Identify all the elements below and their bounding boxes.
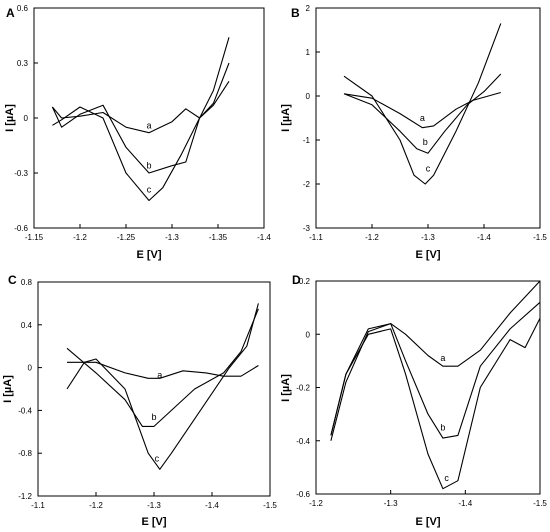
panel-a-xticks: -1.15 -1.2 -1.25 -1.3 -1.35 -1.4 [25,224,271,242]
x-tick-label: -1.5 [533,233,547,242]
panel-c-curves: a b c [66,303,259,470]
panel-d-curves: a b c [330,280,541,490]
series-label-b: b [440,422,445,432]
x-tick-label: -1.3 [165,233,179,242]
panel-a: A I [µA] E [V] -1.15 -1.2 -1.25 -1.3 -1.35 -1… [4,4,271,261]
series-label-b: b [151,412,156,422]
panel-d-frame [315,280,541,495]
series-label-c: c [444,473,449,483]
y-tick-label: 0.8 [21,278,33,287]
x-tick-label: -1.15 [25,233,44,242]
y-tick-label: 0 [28,364,33,373]
y-tick-label: 2 [306,4,311,13]
panel-c-ylabel: I [µA] [2,375,14,403]
panel-d: D I [µA] E [V] -1.2 -1.3 -1.4 -1.5 -0.6 -0.4… [280,273,547,528]
x-tick-label: -1.1 [309,233,323,242]
series-label-c: c [155,454,160,464]
series-label-a: a [440,353,445,363]
series-line-b [330,301,541,441]
x-tick-label: -1.4 [458,499,472,508]
panel-d-xlabel: E [V] [415,516,440,528]
y-tick-label: 0 [306,92,311,101]
panel-c-xlabel: E [V] [141,516,166,528]
series-line-b [66,308,259,427]
x-tick-label: -1.2 [309,499,323,508]
x-tick-label: -1.5 [263,501,277,510]
y-tick-label: 0.2 [299,277,311,286]
panel-b-xlabel: E [V] [415,249,440,261]
y-tick-label: -2 [303,180,311,189]
y-tick-label: -1 [303,136,311,145]
y-tick-label: -0.4 [296,437,310,446]
series-label-a: a [146,120,151,130]
series-label-a: a [157,370,162,380]
y-tick-label: -0.6 [14,224,28,233]
y-tick-label: 0.4 [21,321,33,330]
y-tick-label: -1.2 [18,492,32,501]
panel-b-curves: a b c [343,23,502,185]
panel-d-label: D [292,273,301,287]
y-tick-label: -3 [303,224,311,233]
panel-c-yticks: -1.2 -0.8 -0.4 0 0.4 0.8 [18,278,42,501]
y-tick-label: -0.6 [296,490,310,499]
x-tick-label: -1.5 [533,499,547,508]
x-tick-label: -1.35 [209,233,228,242]
panel-d-xticks: -1.2 -1.3 -1.4 -1.5 [309,490,547,508]
series-label-b: b [146,161,151,171]
panel-a-xlabel: E [V] [136,249,161,261]
panel-d-ylabel: I [µA] [280,374,292,402]
x-tick-label: -1.2 [73,233,87,242]
x-tick-label: -1.4 [205,501,219,510]
series-line-a [330,280,541,436]
x-tick-label: -1.25 [117,233,136,242]
y-tick-label: 0.6 [17,4,29,13]
panel-b-frame [315,7,541,229]
y-tick-label: -0.3 [14,169,28,178]
series-label-c: c [147,185,152,195]
panel-c-xticks: -1.1 -1.2 -1.3 -1.4 -1.5 [31,492,277,510]
x-tick-label: -1.3 [421,233,435,242]
panel-b-yticks: -3 -2 -1 0 1 2 [303,4,320,233]
y-tick-label: 0.3 [17,59,29,68]
series-line-b [343,73,502,154]
x-tick-label: -1.2 [89,501,103,510]
series-line-c [330,318,541,490]
y-tick-label: -0.4 [18,406,32,415]
y-tick-label: 0 [306,330,311,339]
series-line-b [51,62,230,174]
panel-c-label: C [8,273,17,287]
panel-c-frame [37,281,271,497]
panel-b-ylabel: I [µA] [280,104,292,132]
panel-b: B I [µA] E [V] -1.1 -1.2 -1.3 -1.4 -1.5 -3 -2… [280,4,547,261]
x-tick-label: -1.2 [365,233,379,242]
y-tick-label: -0.2 [296,384,310,393]
series-label-b: b [423,137,428,147]
x-tick-label: -1.4 [477,233,491,242]
y-tick-label: 1 [306,48,311,57]
series-label-c: c [426,164,431,174]
panel-a-frame [33,7,265,229]
x-tick-label: -1.3 [384,499,398,508]
panel-b-xticks: -1.1 -1.2 -1.3 -1.4 -1.5 [309,224,547,242]
series-line-a [51,80,230,134]
series-line-c [66,303,259,470]
panel-a-ylabel: I [µA] [4,104,16,132]
x-tick-label: -1.3 [147,501,161,510]
series-line-c [52,37,230,202]
panel-c: C I [µA] E [V] -1.1 -1.2 -1.3 -1.4 -1.5 -1.2… [2,273,277,528]
x-tick-label: -1.4 [257,233,271,242]
series-line-c [343,23,502,185]
panel-a-curves: a b c [51,37,230,202]
panel-a-yticks: -0.6 -0.3 0 0.3 0.6 [14,4,38,233]
series-label-a: a [420,113,425,123]
x-tick-label: -1.1 [31,501,45,510]
y-tick-label: 0 [24,114,29,123]
series-line-a [67,361,259,379]
panel-d-yticks: -0.6 -0.4 -0.2 0 0.2 [296,277,320,499]
y-tick-label: -0.8 [18,449,32,458]
panel-a-label: A [6,6,15,20]
panel-b-label: B [291,6,300,20]
